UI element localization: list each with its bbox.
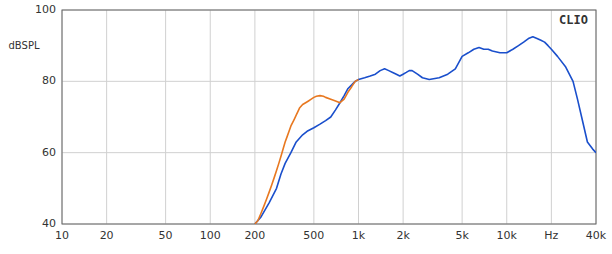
x-tick-label: 2k [396, 229, 410, 242]
series-line [255, 80, 359, 224]
x-grid-line [210, 10, 211, 224]
y-tick-label: 100 [35, 3, 56, 16]
x-grid-line [462, 10, 463, 224]
x-grid-line [358, 10, 359, 224]
y-tick-label: 80 [42, 74, 56, 87]
x-grid-line [403, 10, 404, 224]
x-grid-line [165, 10, 166, 224]
series-line [255, 37, 596, 224]
x-tick-label: 40k [586, 229, 607, 242]
plot-frame [62, 10, 596, 224]
y-grid-line [62, 81, 596, 82]
x-tick-label: 50 [159, 229, 173, 242]
x-tick-label: 10 [55, 229, 69, 242]
x-tick-label: 1k [352, 229, 366, 242]
grid [62, 10, 596, 224]
y-axis-label: dBSPL [9, 40, 40, 51]
x-grid-line [106, 10, 107, 224]
x-tick-label: 100 [200, 229, 221, 242]
x-tick-label: 200 [244, 229, 265, 242]
chart: 40 60 80 100 10 20 50 100 200 500 1k 2k 5k 10k Hz 40k dB… [0, 0, 612, 254]
x-tick-label: 5k [455, 229, 469, 242]
y-tick-label: 40 [42, 217, 56, 230]
x-grid-line [254, 10, 255, 224]
x-tick-label: Hz [544, 229, 558, 242]
annotation: CLIO [559, 13, 588, 27]
x-tick-label: 10k [497, 229, 518, 242]
x-grid-line [313, 10, 314, 224]
x-tick-label: 20 [100, 229, 114, 242]
x-grid-line [506, 10, 507, 224]
x-tick-label: 500 [303, 229, 324, 242]
axes: 40 60 80 100 10 20 50 100 200 500 1k 2k 5k 10k Hz 40k [35, 3, 607, 242]
y-grid-line [62, 152, 596, 153]
y-tick-label: 60 [42, 146, 56, 159]
series-group [255, 37, 596, 224]
x-grid-line [551, 10, 552, 224]
